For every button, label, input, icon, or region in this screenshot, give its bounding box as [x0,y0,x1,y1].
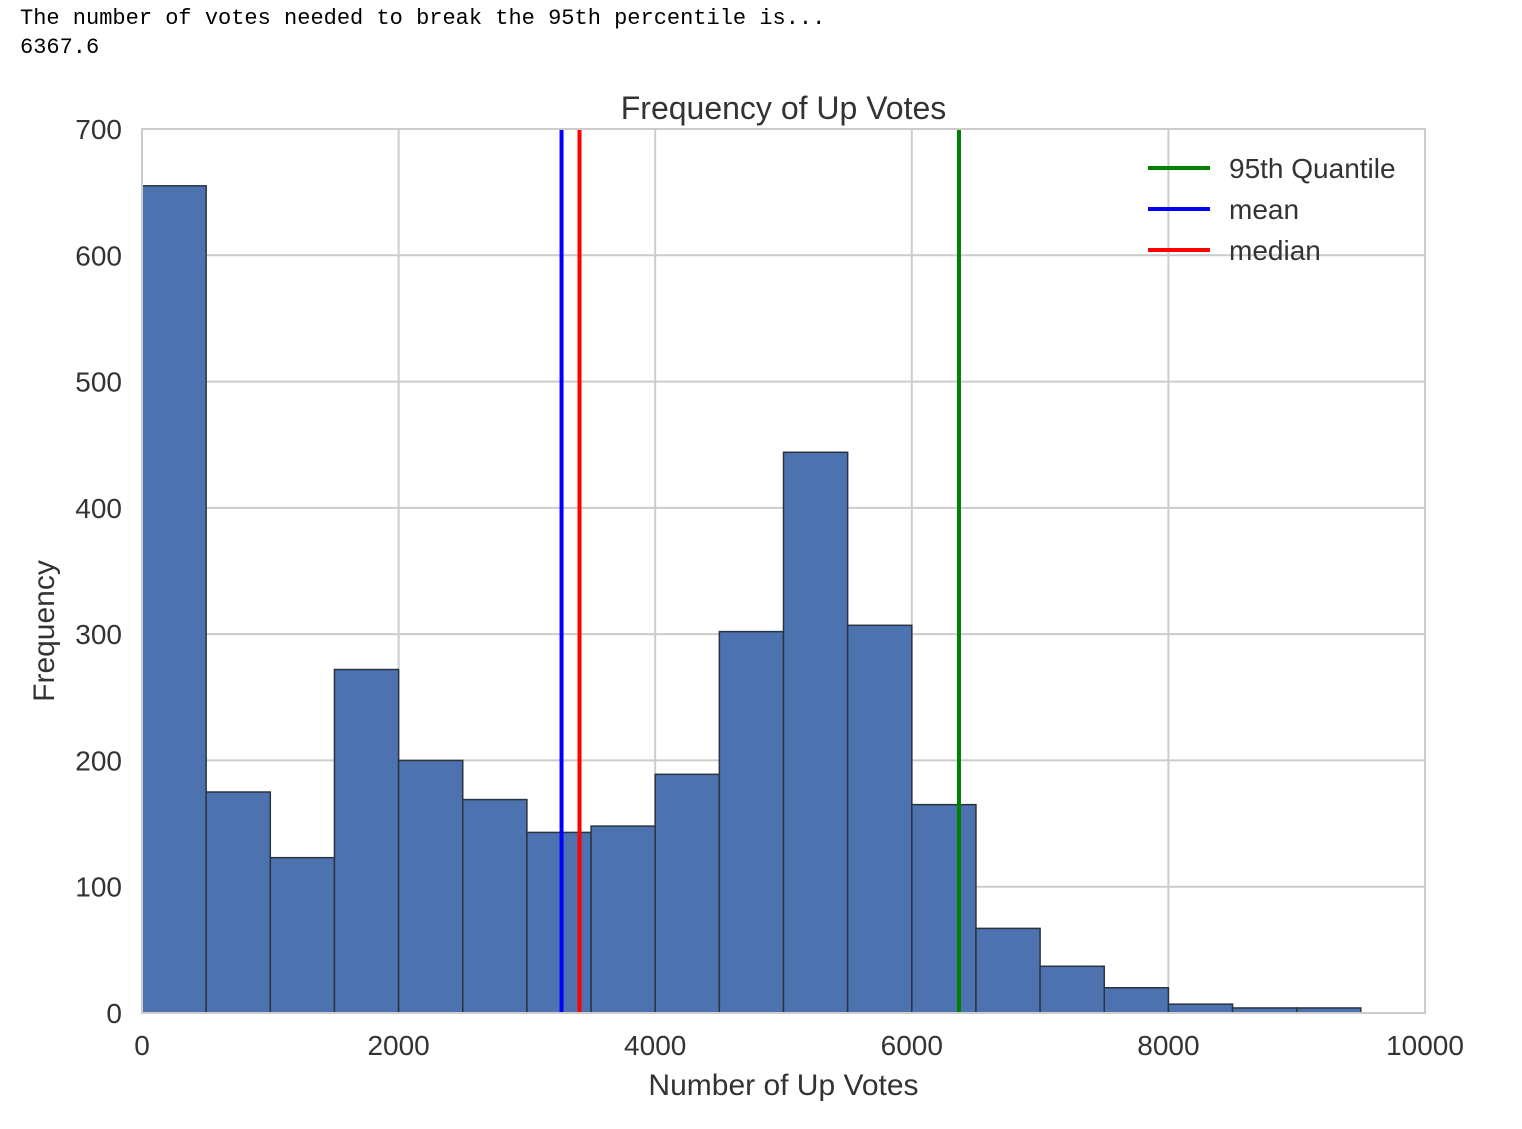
x-tick-label: 2000 [367,1030,429,1061]
histogram-bar [462,798,528,1014]
histogram-bar [782,451,849,1014]
x-tick-label: 6000 [881,1030,943,1061]
legend-label: median [1229,235,1321,266]
x-tick-label: 0 [134,1030,150,1061]
console-output: The number of votes needed to break the … [20,4,825,62]
histogram-bar [975,927,1041,1014]
console-line-message: The number of votes needed to break the … [20,6,826,31]
legend-label: mean [1229,194,1299,225]
x-tick-label: 10000 [1386,1030,1464,1061]
histogram-bar [1039,965,1105,1014]
histogram-bar [397,759,464,1014]
histogram-bar [205,791,272,1014]
legend-label: 95th Quantile [1229,153,1396,184]
histogram-bar [846,624,913,1014]
x-tick-labels: 0 2000 4000 6000 8000 10000 [134,1030,1464,1061]
y-tick-label: 700 [75,114,122,145]
legend: 95th Quantile mean median [1148,153,1396,266]
histogram-bar [141,185,207,1014]
y-tick-label: 300 [75,619,122,650]
y-tick-label: 0 [106,998,122,1029]
histogram-bars [141,185,1362,1014]
reference-lines [559,129,961,1013]
x-axis-label: Number of Up Votes [648,1069,918,1102]
histogram-bar [1167,1003,1234,1014]
y-tick-label: 400 [75,493,122,524]
y-tick-labels: 0 100 200 300 400 500 600 700 [75,114,122,1029]
histogram-bar [1103,986,1170,1014]
y-tick-label: 100 [75,872,122,903]
y-tick-label: 600 [75,240,122,271]
histogram-bar [654,773,721,1014]
chart-title: Frequency of Up Votes [621,90,947,126]
plot-frame [141,128,1426,1014]
y-tick-label: 200 [75,745,122,776]
y-axis-label: Frequency [28,560,61,702]
histogram-bar [269,856,336,1014]
x-tick-label: 4000 [624,1030,686,1061]
y-tick-label: 500 [75,367,122,398]
histogram-chart: 0 2000 4000 6000 8000 10000 0 100 200 300 400 500 6… [28,90,1464,1102]
x-tick-label: 8000 [1137,1030,1199,1061]
histogram-bar [333,668,400,1014]
console-line-value: 6367.6 [20,35,100,60]
histogram-bar [590,825,656,1014]
histogram-figure: 0 2000 4000 6000 8000 10000 0 100 200 300 400 500 6… [0,70,1522,1129]
histogram-bar [911,803,977,1014]
histogram-bar [718,630,785,1014]
